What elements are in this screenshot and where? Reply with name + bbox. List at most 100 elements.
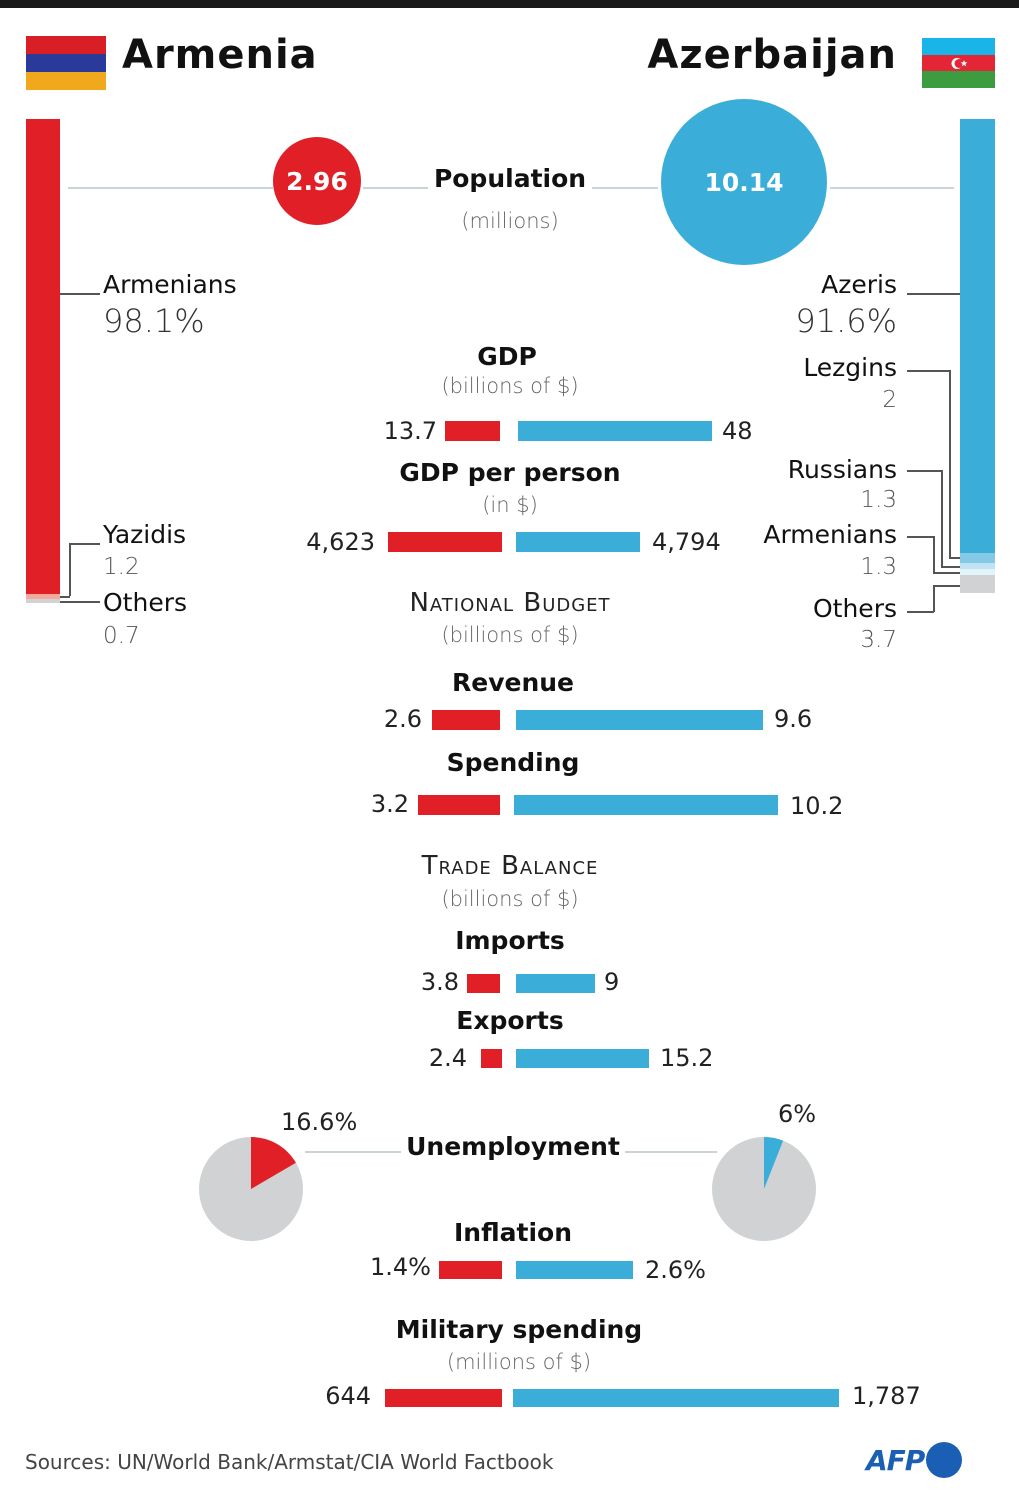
armenia-unemployment-pie [199, 1137, 303, 1241]
gdp-unit: (billions of $) [441, 374, 579, 398]
population-connector-line [68, 187, 273, 189]
national-budget-unit: (billions of $) [441, 623, 579, 647]
trade-balance-unit: (billions of $) [441, 887, 579, 911]
gdp-per-person-azerbaijan-value: 4,794 [652, 528, 721, 556]
azerbaijan-population-bubble: 10.14 [661, 99, 827, 265]
leader-line [60, 596, 70, 598]
trade-balance-title: Trade Balance [421, 851, 599, 881]
armenia-ethnic-bar-yazidis [26, 594, 60, 599]
flag-stripe-blue [922, 38, 995, 55]
gdp-per-person-azerbaijan-bar [516, 532, 640, 552]
unemployment-label: Unemployment [406, 1132, 620, 1161]
afp-logo-circle-icon [926, 1442, 963, 1478]
azerbaijan-ethnic-bar-armenians [960, 569, 995, 575]
leader-line [949, 557, 960, 559]
flag-stripe-orange [26, 71, 106, 90]
population-label: Population [433, 164, 587, 193]
exports-armenia-bar [481, 1049, 502, 1068]
imports-armenia-bar [467, 974, 500, 993]
azerbaijan-ethnic-bar-lezgins [960, 553, 995, 563]
ethnic-value-others: 0.7 [103, 623, 140, 649]
ethnic-label-others: Others [103, 588, 188, 617]
armenia-population-bubble: 2.96 [273, 137, 361, 225]
armenia-title: Armenia [122, 32, 318, 78]
leader-line [907, 611, 934, 613]
ethnic-value-yazidis: 1.2 [103, 554, 140, 580]
flag-stripe-green [922, 71, 995, 88]
imports-label: Imports [455, 926, 565, 955]
leader-line [933, 536, 935, 572]
ethnic-label-armenians-az: Armenians [763, 520, 897, 549]
ethnic-label-russians: Russians [787, 455, 897, 484]
revenue-azerbaijan-bar [516, 710, 763, 730]
azerbaijan-ethnic-bar-azeris [960, 119, 995, 553]
leader-line [907, 470, 941, 472]
spending-armenia-value: 3.2 [370, 790, 409, 818]
leader-line [60, 601, 100, 603]
leader-line [941, 566, 960, 568]
gdp-per-person-armenia-bar [388, 532, 502, 552]
spending-armenia-bar [418, 795, 500, 815]
military-azerbaijan-bar [513, 1389, 839, 1407]
inflation-armenia-value: 1.4% [370, 1253, 431, 1281]
imports-armenia-value: 3.8 [420, 968, 459, 996]
flag-stripe-blue [26, 53, 106, 72]
leader-line [949, 370, 951, 558]
gdp-label: GDP [477, 342, 537, 371]
population-connector-line [830, 187, 954, 189]
inflation-azerbaijan-value: 2.6% [645, 1256, 706, 1284]
leader-line [941, 470, 943, 567]
revenue-armenia-value: 2.6 [383, 705, 422, 733]
revenue-label: Revenue [451, 668, 575, 697]
military-armenia-value: 644 [325, 1382, 371, 1410]
ethnic-label-yazidis: Yazidis [103, 520, 187, 549]
ethnic-value-armenians-az: 1.3 [860, 554, 897, 580]
national-budget-title: National Budget [409, 588, 611, 618]
azerbaijan-ethnic-bar-russians [960, 563, 995, 569]
spending-azerbaijan-bar [514, 795, 778, 815]
military-spending-unit: (millions of $) [446, 1350, 592, 1374]
imports-azerbaijan-value: 9 [604, 968, 620, 996]
ethnic-value-lezgins: 2 [882, 387, 897, 413]
armenia-unemployment-value: 16.6% [281, 1108, 358, 1136]
revenue-armenia-bar [432, 710, 500, 730]
ethnic-value-armenians: 98.1% [103, 302, 205, 340]
ethnic-value-others-az: 3.7 [860, 627, 897, 653]
azerbaijan-flag-icon [922, 38, 995, 88]
leader-line [907, 370, 949, 372]
ethnic-value-azeris: 91.6% [795, 302, 897, 340]
military-azerbaijan-value: 1,787 [852, 1382, 921, 1410]
exports-azerbaijan-bar [516, 1049, 649, 1068]
leader-line [907, 293, 960, 295]
ethnic-label-armenians: Armenians [103, 270, 237, 299]
gdp-per-person-label: GDP per person [399, 458, 621, 487]
sources-text: Sources: UN/World Bank/Armstat/CIA World… [25, 1450, 554, 1474]
flag-stripe-red [922, 54, 995, 72]
afp-logo-text: AFP [866, 1443, 925, 1477]
top-rule [0, 0, 1019, 8]
pie-unemployment-slice [764, 1137, 784, 1189]
spending-label: Spending [446, 748, 580, 777]
military-armenia-bar [385, 1389, 502, 1407]
gdp-per-person-armenia-value: 4,623 [306, 528, 375, 556]
azerbaijan-unemployment-pie [712, 1137, 816, 1241]
armenia-flag-icon [26, 36, 106, 90]
inflation-armenia-bar [439, 1261, 502, 1279]
leader-line [69, 543, 100, 545]
spending-azerbaijan-value: 10.2 [790, 792, 844, 820]
gdp-armenia-bar [445, 421, 500, 441]
azerbaijan-unemployment-value: 6% [778, 1100, 817, 1128]
azerbaijan-ethnic-bar-others [960, 575, 995, 593]
population-unit: (millions) [461, 209, 559, 233]
exports-azerbaijan-value: 15.2 [660, 1044, 714, 1072]
military-spending-label: Military spending [395, 1315, 643, 1344]
leader-line [933, 585, 935, 612]
unemployment-connector-line [625, 1151, 717, 1153]
imports-azerbaijan-bar [516, 974, 595, 993]
armenia-ethnic-bar-armenians [26, 119, 60, 596]
flag-stripe-red [26, 36, 106, 54]
gdp-per-person-unit: (in $) [482, 493, 538, 517]
gdp-azerbaijan-bar [518, 421, 712, 441]
armenia-ethnic-bar-others [26, 599, 60, 603]
ethnic-value-russians: 1.3 [860, 487, 897, 513]
